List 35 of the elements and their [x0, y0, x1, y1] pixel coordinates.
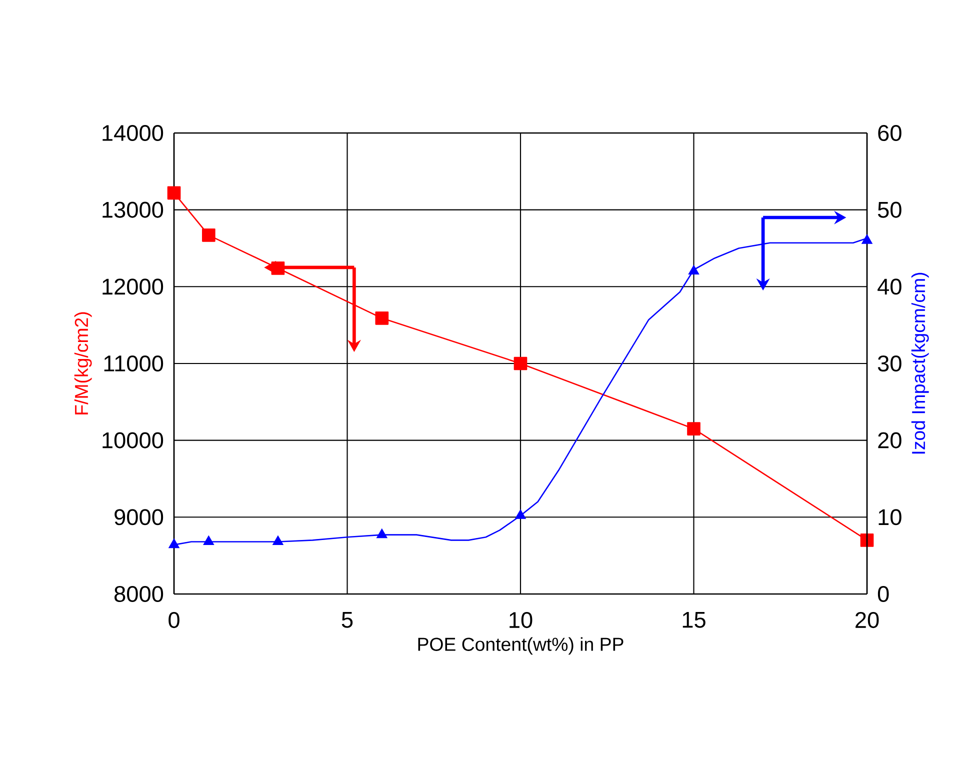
point [862, 234, 872, 244]
y-tick-label: 12000 [102, 278, 164, 295]
y-axis-title: F/M(kg/cm2) [74, 312, 92, 414]
y2-tick-label: 0 [878, 586, 889, 602]
y2-tick-label: 50 [878, 202, 902, 218]
y2-tick-label: 40 [878, 278, 902, 295]
point [515, 509, 526, 519]
point [514, 356, 528, 370]
y-tick-label: 9000 [114, 509, 164, 526]
x-axis-title: POE Content(wt%) in PP [418, 637, 624, 655]
x-tick-label: 15 [682, 612, 706, 628]
point [376, 528, 388, 538]
y-tick-label: 8000 [114, 586, 164, 602]
y2-tick-label: 20 [878, 432, 902, 448]
y2-tick-label: 30 [878, 355, 902, 372]
point [202, 228, 216, 242]
x-tick-label: 10 [510, 612, 532, 628]
y2-tick-label: 10 [878, 509, 902, 526]
point [375, 311, 389, 325]
point [168, 538, 180, 548]
y2-tick-label: 60 [878, 124, 902, 142]
point [272, 535, 284, 546]
y-tick-label: 14000 [102, 124, 164, 142]
x-tick-label: 20 [856, 612, 879, 628]
point [688, 265, 700, 275]
x-tick-label: 5 [342, 612, 353, 628]
point [167, 186, 181, 200]
point [860, 534, 874, 547]
point [687, 422, 700, 436]
y-tick-label: 10000 [102, 432, 164, 448]
x-tick-label: 0 [168, 612, 180, 628]
y2-axis-title: Izod Impact(kgcm/cm) [911, 272, 929, 454]
y-tick-label: 11000 [104, 355, 164, 372]
y-tick-label: 13000 [102, 202, 164, 218]
point [203, 535, 214, 546]
